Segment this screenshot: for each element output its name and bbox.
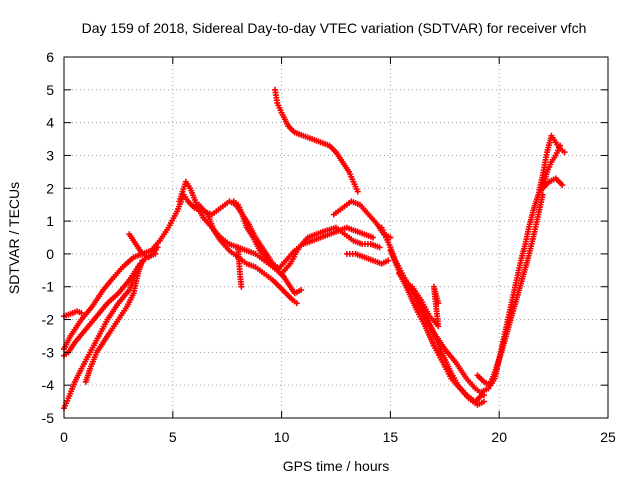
series-arc-14: [343, 250, 392, 267]
y-tick-label: 1: [46, 213, 54, 229]
x-tick-label: 0: [60, 429, 68, 445]
series-arc-18: [396, 270, 487, 399]
x-tick-label: 15: [383, 429, 399, 445]
series-arc-19: [409, 283, 442, 330]
series-arc-1: [61, 191, 281, 353]
y-tick-labels: -5 -4 -3 -2 -1 0 1 2 3 4 5 6: [42, 49, 55, 426]
y-tick-label: 6: [46, 49, 54, 65]
series-arc-4: [82, 257, 146, 385]
data-point: [480, 398, 487, 405]
series-arc-23: [539, 142, 564, 192]
data-point: [369, 234, 376, 241]
y-tick-label: -4: [42, 377, 55, 393]
series-arc-8: [195, 201, 300, 307]
data-point: [354, 188, 361, 195]
y-tick-label: 5: [46, 82, 54, 98]
data-point: [435, 300, 442, 307]
x-tick-labels: 0 5 10 15 20 25: [60, 429, 616, 445]
plot-frame: [63, 56, 609, 419]
data-point: [154, 244, 161, 251]
y-tick-label: -5: [42, 410, 55, 426]
data-point: [561, 149, 568, 156]
data-points: [61, 86, 568, 412]
series-arc-10: [235, 244, 245, 290]
y-tick-label: 4: [46, 115, 54, 131]
data-point: [139, 257, 146, 264]
data-point: [298, 287, 305, 294]
y-tick-label: -1: [42, 279, 55, 295]
data-point: [376, 244, 383, 251]
data-point: [78, 309, 85, 316]
data-point: [280, 273, 287, 280]
series-arc-12: [278, 224, 383, 277]
y-tick-label: 3: [46, 147, 54, 163]
data-point: [293, 300, 300, 307]
y-tick-label: 0: [46, 246, 54, 262]
y-tick-label: -2: [42, 312, 55, 328]
data-point: [557, 142, 564, 149]
x-tick-label: 10: [274, 429, 290, 445]
data-point: [238, 283, 245, 290]
y-tick-label: 2: [46, 180, 54, 196]
x-tick-label: 20: [491, 429, 507, 445]
y-tick-label: -3: [42, 344, 55, 360]
chart-title: Day 159 of 2018, Sidereal Day-to-day VTE…: [82, 20, 587, 36]
axis-ticks: [63, 56, 609, 419]
x-axis-label: GPS time / hours: [283, 458, 390, 474]
y-axis-label: SDTVAR / TECUs: [6, 182, 22, 294]
series-arc-21: [478, 191, 546, 395]
series-arc-6: [126, 231, 161, 261]
data-point: [385, 257, 392, 264]
x-tick-label: 25: [600, 429, 616, 445]
x-tick-label: 5: [169, 429, 177, 445]
series-arc-3: [61, 260, 144, 412]
series-arc-5: [61, 308, 85, 320]
series-arc-15: [272, 86, 361, 195]
series-arc-2: [61, 250, 159, 359]
data-point: [559, 181, 566, 188]
